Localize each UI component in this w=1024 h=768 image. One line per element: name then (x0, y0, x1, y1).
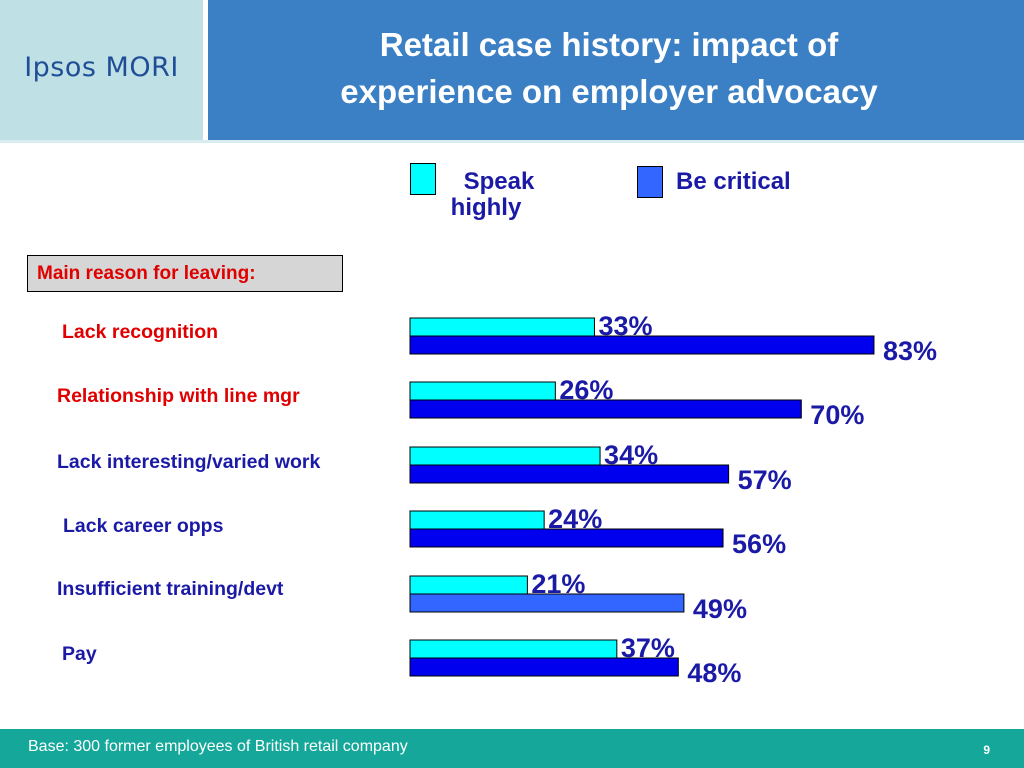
main-reason-box: Main reason for leaving: (27, 255, 343, 292)
category-label: Lack career opps (63, 515, 224, 537)
value-label: 70% (810, 400, 864, 430)
bar-be-critical-3 (409, 528, 724, 548)
bar-speak-highly-3 (409, 510, 545, 530)
logo-panel: Ipsos MORI (0, 0, 203, 140)
category-label: Pay (62, 643, 97, 665)
title-panel: Retail case history: impact of experienc… (208, 0, 1024, 140)
value-label: 48% (687, 658, 741, 688)
bar-speak-highly-4 (409, 575, 528, 595)
value-label: 83% (883, 336, 937, 366)
category-label: Lack recognition (62, 321, 219, 343)
slide-title: Retail case history: impact of experienc… (340, 21, 877, 115)
bar-be-critical-4 (409, 593, 685, 613)
ipsos-mori-logo: Ipsos MORI (24, 51, 179, 83)
header: Ipsos MORI Retail case history: impact o… (0, 0, 1024, 140)
bar-be-critical-0 (409, 335, 875, 355)
bar-speak-highly-2 (409, 446, 601, 466)
legend-label-speak-highly: Speak highly (450, 168, 535, 221)
slide-title-line-2: experience on employer advocacy (340, 73, 878, 110)
slide-title-line-1: Retail case history: impact of (379, 26, 839, 63)
legend-label-be-critical: Be critical (676, 168, 791, 195)
bar-be-critical-5 (409, 657, 679, 677)
page-number: 9 (983, 743, 990, 757)
bar-speak-highly-1 (409, 381, 556, 401)
bar-be-critical-2 (409, 464, 730, 484)
base-note: Base: 300 former employees of British re… (28, 738, 408, 755)
value-label: 49% (693, 594, 747, 624)
category-label: Relationship with line mgr (57, 385, 300, 407)
category-label: Insufficient training/devt (57, 578, 284, 600)
header-divider (203, 0, 208, 140)
value-label: 56% (732, 529, 786, 559)
header-rule (0, 140, 1024, 143)
legend-swatch-be-critical (637, 166, 663, 198)
category-label: Lack interesting/varied work (57, 451, 321, 473)
value-label: 57% (738, 465, 792, 495)
footer: Base: 300 former employees of British re… (0, 729, 1024, 768)
legend-swatch-speak-highly (410, 163, 436, 195)
bar-be-critical-1 (409, 399, 802, 419)
bar-speak-highly-0 (409, 317, 595, 337)
bar-speak-highly-5 (409, 639, 618, 659)
